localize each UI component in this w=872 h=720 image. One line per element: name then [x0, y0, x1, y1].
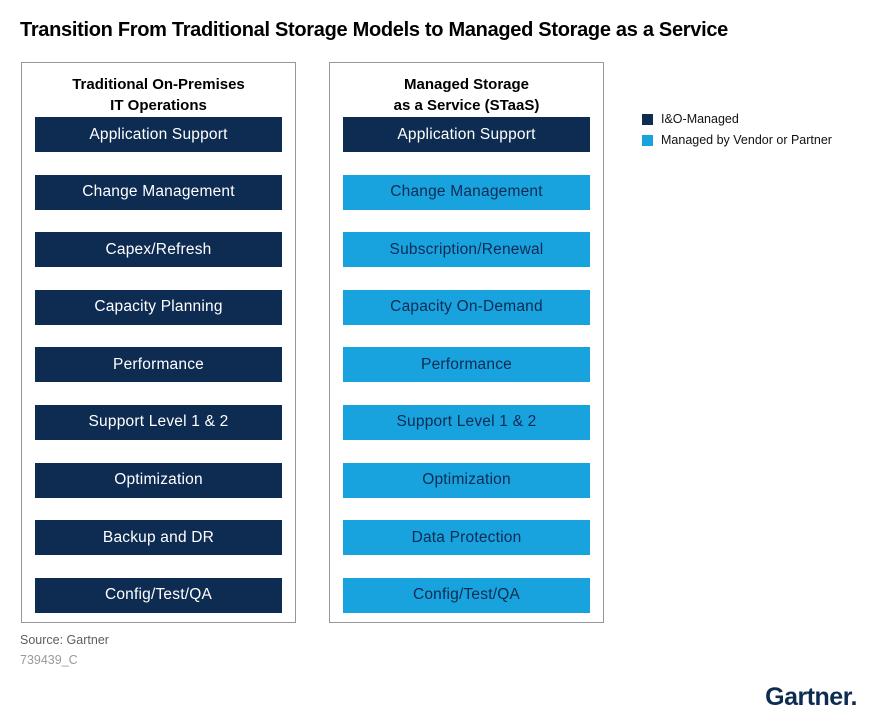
page-title: Transition From Traditional Storage Mode…	[20, 19, 728, 41]
traditional-boxes: Application Support Change Management Ca…	[35, 117, 282, 613]
box-trad-application-support: Application Support	[35, 117, 282, 152]
panel-managed-staas: Managed Storage as a Service (STaaS) App…	[329, 62, 604, 623]
legend-row-io-managed: I&O-Managed	[642, 112, 832, 126]
staas-boxes: Application Support Change Management Su…	[343, 117, 590, 613]
panel-traditional-header: Traditional On-Premises IT Operations	[22, 74, 295, 116]
gartner-logo: Gartner.	[765, 683, 857, 711]
box-trad-performance: Performance	[35, 347, 282, 383]
legend-label-io-managed: I&O-Managed	[661, 112, 739, 126]
box-staas-capacity-on-demand: Capacity On-Demand	[343, 289, 590, 325]
box-staas-data-protection: Data Protection	[343, 520, 590, 556]
box-staas-support-level: Support Level 1 & 2	[343, 404, 590, 440]
box-trad-capacity-planning: Capacity Planning	[35, 289, 282, 325]
legend: I&O-Managed Managed by Vendor or Partner	[642, 112, 832, 147]
panel-traditional-header-line2: IT Operations	[110, 97, 207, 114]
box-trad-support-level: Support Level 1 & 2	[35, 404, 282, 440]
panel-staas-header-line2: as a Service (STaaS)	[393, 97, 540, 114]
box-trad-config-test-qa: Config/Test/QA	[35, 577, 282, 613]
box-staas-config-test-qa: Config/Test/QA	[343, 577, 590, 613]
box-trad-backup-and-dr: Backup and DR	[35, 520, 282, 556]
box-staas-application-support: Application Support	[343, 117, 590, 152]
panel-staas-header-line1: Managed Storage	[403, 76, 530, 93]
box-trad-optimization: Optimization	[35, 462, 282, 498]
panel-traditional-header-line1: Traditional On-Premises	[72, 76, 245, 93]
box-staas-optimization: Optimization	[343, 462, 590, 498]
source-note: Source: Gartner	[20, 633, 109, 647]
box-trad-change-management: Change Management	[35, 174, 282, 210]
box-staas-subscription-renewal: Subscription/Renewal	[343, 232, 590, 268]
box-trad-capex-refresh: Capex/Refresh	[35, 232, 282, 268]
figure-code: 739439_C	[20, 653, 78, 667]
box-staas-change-management: Change Management	[343, 174, 590, 210]
legend-swatch-io-managed	[642, 113, 653, 125]
panel-traditional-on-premises: Traditional On-Premises IT Operations Ap…	[21, 62, 296, 623]
legend-row-vendor-managed: Managed by Vendor or Partner	[642, 133, 832, 147]
legend-label-vendor-managed: Managed by Vendor or Partner	[661, 133, 832, 147]
panel-staas-header: Managed Storage as a Service (STaaS)	[330, 74, 603, 116]
legend-swatch-vendor-managed	[642, 134, 653, 146]
box-staas-performance: Performance	[343, 347, 590, 383]
